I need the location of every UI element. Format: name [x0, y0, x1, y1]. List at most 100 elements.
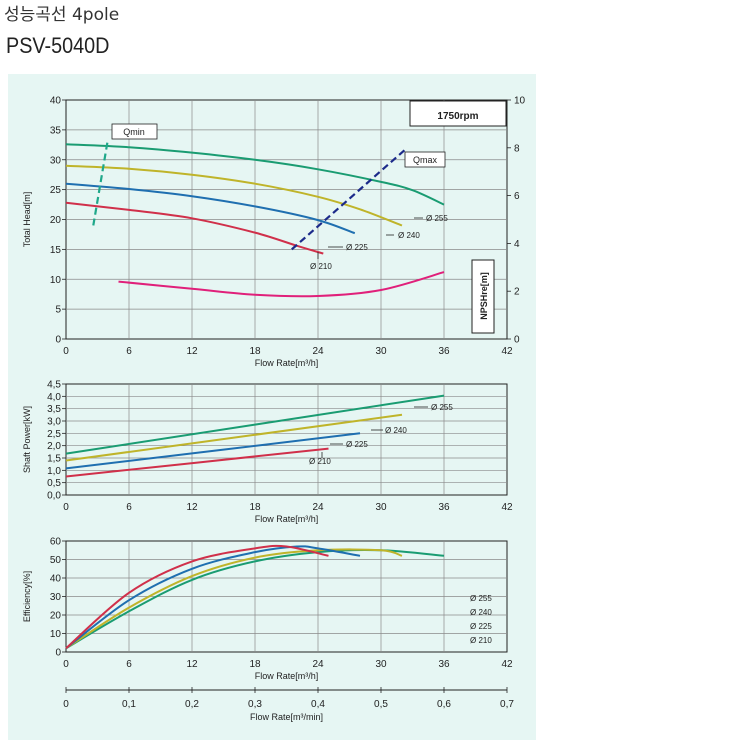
chart1-y2-axis-label: NPSHre[m]	[479, 272, 489, 320]
chart1-x-tick-label: 0	[63, 346, 69, 357]
x2-tick-label: 0,1	[122, 699, 136, 710]
model-title: PSV-5040D	[6, 33, 110, 58]
chart1-y-tick-label: 10	[50, 275, 62, 286]
x2-tick-label: 0,7	[500, 699, 514, 710]
head-curve-label-d210: Ø 210	[310, 262, 332, 271]
chart1-y-tick-label: 25	[50, 185, 62, 196]
chart1-x-tick-label: 24	[312, 346, 324, 357]
head-curve-d240	[65, 164, 403, 227]
x2-tick-label: 0,5	[374, 699, 388, 710]
chart-panel	[8, 74, 536, 740]
chart3-y-axis-label: Efficiency[%]	[22, 571, 32, 622]
chart2-y-tick-label: 2,5	[47, 429, 61, 440]
chart1-y-tick-label: 35	[50, 125, 62, 136]
chart2-y-tick-label: 1,0	[47, 466, 61, 477]
efficiency-legend-d240: Ø 240	[470, 608, 492, 617]
chart2-y-tick-label: 3,5	[47, 404, 61, 415]
head-curve-d210	[65, 201, 324, 255]
chart2-y-tick-label: 3,0	[47, 417, 61, 428]
chart1-x-tick-label: 18	[249, 346, 261, 357]
chart3-y-tick-label: 60	[50, 537, 62, 548]
power-curve-label-d255: Ø 255	[431, 403, 453, 412]
chart3-x-tick-label: 42	[501, 659, 513, 670]
chart1-y2-tick-label: 8	[514, 143, 520, 154]
chart2-x-tick-label: 6	[126, 502, 132, 513]
chart1-x-tick-label: 6	[126, 346, 132, 357]
chart2-x-tick-label: 24	[312, 502, 324, 513]
chart2-y-tick-label: 0,5	[47, 478, 61, 489]
chart3-x-tick-label: 24	[312, 659, 324, 670]
efficiency-legend-d255: Ø 255	[470, 594, 492, 603]
chart3-y-tick-label: 50	[50, 555, 62, 566]
qmax-label: Qmax	[413, 155, 438, 165]
npsh-label-box	[471, 259, 495, 334]
chart1-x-tick-label: 36	[438, 346, 450, 357]
power-curve-d225	[65, 432, 361, 470]
x2-axis-label: Flow Rate[m³/min]	[250, 712, 323, 722]
chart1-x-axis-label: Flow Rate[m³/h]	[255, 358, 319, 368]
chart1-y2-tick-label: 10	[514, 96, 526, 107]
chart1-y-tick-label: 40	[50, 96, 62, 107]
x2-tick-label: 0	[63, 699, 69, 710]
x2-tick-label: 0,6	[437, 699, 451, 710]
chart1-y-axis-label: Total Head[m]	[22, 192, 32, 248]
chart3-x-axis-label: Flow Rate[m³/h]	[255, 671, 319, 681]
chart3-y-tick-label: 0	[55, 648, 61, 659]
x2-tick-label: 0,2	[185, 699, 199, 710]
page-title: 성능곡선 4pole	[4, 5, 120, 25]
chart2-y-tick-label: 0,0	[47, 491, 61, 502]
x2-tick-label: 0,4	[311, 699, 325, 710]
qmin-line	[92, 138, 110, 226]
efficiency-legend-d210: Ø 210	[470, 636, 492, 645]
power-curve-label-d210: Ø 210	[309, 457, 331, 466]
efficiency-curve-d240	[65, 548, 403, 650]
chart1-y-tick-label: 5	[55, 305, 61, 316]
head-curve-label-d225: Ø 225	[346, 243, 368, 252]
chart2-x-axis-label: Flow Rate[m³/h]	[255, 514, 319, 524]
chart2-plot-frame	[65, 383, 508, 496]
power-curve-d240	[65, 413, 403, 462]
chart1-y2-tick-label: 6	[514, 191, 520, 202]
chart2-y-tick-label: 4,0	[47, 392, 61, 403]
chart1-y-tick-label: 0	[55, 335, 61, 346]
power-curve-label-d240: Ø 240	[385, 426, 407, 435]
chart2-x-tick-label: 42	[501, 502, 513, 513]
head-curve-d225	[65, 182, 356, 235]
efficiency-legend-d225: Ø 225	[470, 622, 492, 631]
power-curve-label-d225: Ø 225	[346, 440, 368, 449]
efficiency-curve-d225	[65, 545, 361, 650]
power-curve-d255	[65, 394, 445, 455]
chart1-y2-tick-label: 4	[514, 239, 520, 250]
chart3-x-tick-label: 36	[438, 659, 450, 670]
qmin-box	[111, 123, 158, 140]
chart1-y-tick-label: 20	[50, 215, 62, 226]
chart3-x-tick-label: 30	[375, 659, 387, 670]
chart2-y-tick-label: 2,0	[47, 441, 61, 452]
chart2-x-tick-label: 36	[438, 502, 450, 513]
chart1-x-tick-label: 12	[186, 346, 198, 357]
head-curve-npshre	[118, 271, 445, 298]
chart2-x-tick-label: 30	[375, 502, 387, 513]
qmax-box	[404, 151, 446, 168]
head-curve-d255	[65, 143, 445, 206]
chart2-y-axis-label: Shaft Power[kW]	[22, 406, 32, 473]
chart3-x-tick-label: 6	[126, 659, 132, 670]
chart2-x-tick-label: 0	[63, 502, 69, 513]
qmin-label: Qmin	[123, 127, 145, 137]
chart2-x-tick-label: 12	[186, 502, 198, 513]
rpm-box	[409, 100, 507, 127]
chart3-y-tick-label: 10	[50, 629, 62, 640]
chart1-y-tick-label: 30	[50, 155, 62, 166]
chart1-x-tick-label: 42	[501, 346, 513, 357]
chart3-y-tick-label: 40	[50, 574, 62, 585]
chart3-y-tick-label: 30	[50, 592, 62, 603]
rpm-label: 1750rpm	[437, 111, 478, 122]
chart1-y-tick-label: 15	[50, 245, 62, 256]
head-curve-label-d255: Ø 255	[426, 214, 448, 223]
chart1-y2-tick-label: 0	[514, 335, 520, 346]
chart1-x-tick-label: 30	[375, 346, 387, 357]
head-curve-label-d240: Ø 240	[398, 231, 420, 240]
chart1-y2-tick-label: 2	[514, 287, 520, 298]
chart2-x-tick-label: 18	[249, 502, 261, 513]
